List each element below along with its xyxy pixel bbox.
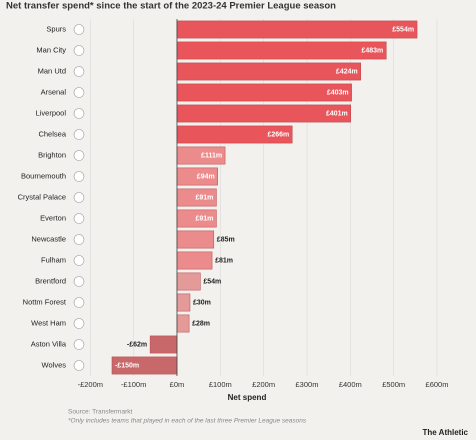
team-label: Man City xyxy=(36,45,66,54)
team-label: Everton xyxy=(40,213,66,222)
team-logo xyxy=(73,234,85,245)
x-tick-label: -£200m xyxy=(78,380,103,389)
x-tick-label: £600m xyxy=(426,380,449,389)
x-axis-label: Net spend xyxy=(228,393,267,402)
team-label: West Ham xyxy=(31,318,66,327)
team-logo xyxy=(73,87,85,98)
team-label: Chelsea xyxy=(38,129,66,138)
bar xyxy=(176,20,418,39)
footnote: *Only includes teams that played in each… xyxy=(68,418,307,425)
team-label: Fulham xyxy=(41,255,66,264)
value-label: £85m xyxy=(217,236,235,243)
bar xyxy=(176,62,361,81)
value-label: £30m xyxy=(193,299,211,306)
team-logo xyxy=(73,276,85,287)
value-label: -£62m xyxy=(127,341,147,348)
brand: The Athletic xyxy=(423,428,469,437)
x-tick-label: £400m xyxy=(339,380,362,389)
team-logo xyxy=(73,45,85,56)
team-logo xyxy=(73,360,85,371)
value-label: £424m xyxy=(336,68,358,75)
bar xyxy=(176,83,352,102)
team-logo xyxy=(73,150,85,161)
team-logo xyxy=(73,66,85,77)
team-label: Newcastle xyxy=(31,234,66,243)
team-logo xyxy=(73,255,85,266)
team-label: Aston Villa xyxy=(31,339,67,348)
value-label: £91m xyxy=(196,215,214,222)
bar xyxy=(176,251,213,270)
team-label: Crystal Palace xyxy=(18,192,66,201)
source: Source: Transfermarkt xyxy=(68,409,132,416)
team-label: Liverpool xyxy=(36,108,67,117)
value-label: £403m xyxy=(327,89,349,96)
team-label: Brighton xyxy=(38,150,66,159)
value-label: £554m xyxy=(392,26,414,33)
team-label: Bournemouth xyxy=(21,171,66,180)
value-label: £91m xyxy=(196,194,214,201)
team-label: Spurs xyxy=(46,24,66,33)
value-label: £54m xyxy=(203,278,221,285)
x-tick-label: £500m xyxy=(382,380,405,389)
bar xyxy=(176,272,201,291)
x-tick-label: £200m xyxy=(252,380,275,389)
team-logo xyxy=(73,24,85,35)
chart-title: Net transfer spend* since the start of t… xyxy=(6,1,336,12)
value-label: £28m xyxy=(192,320,210,327)
team-label: Wolves xyxy=(42,360,67,369)
value-label: £266m xyxy=(267,131,289,138)
value-label: £81m xyxy=(215,257,233,264)
team-logo xyxy=(73,318,85,329)
team-label: Arsenal xyxy=(41,87,67,96)
x-tick-label: -£100m xyxy=(121,380,146,389)
value-label: £483m xyxy=(361,47,383,54)
team-label: Man Utd xyxy=(38,66,66,75)
team-logo xyxy=(73,192,85,203)
bar xyxy=(149,335,178,354)
x-tick-label: £100m xyxy=(209,380,232,389)
team-logo xyxy=(73,171,85,182)
team-logo xyxy=(73,213,85,224)
value-label: £111m xyxy=(201,152,222,159)
x-tick-label: £300m xyxy=(296,380,319,389)
team-logo xyxy=(73,297,85,308)
value-label: £401m xyxy=(326,110,348,117)
team-label: Brentford xyxy=(35,276,66,285)
bar xyxy=(176,230,215,249)
bar xyxy=(176,293,191,312)
x-tick-label: £0m xyxy=(170,380,185,389)
bar xyxy=(176,104,352,123)
team-logo xyxy=(73,129,85,140)
bar xyxy=(176,41,387,60)
team-label: Nottm Forest xyxy=(23,297,67,306)
team-logo xyxy=(73,339,85,350)
team-logo xyxy=(73,108,85,119)
bar xyxy=(176,314,190,333)
value-label: £94m xyxy=(197,173,215,180)
value-label: -£150m xyxy=(115,362,139,369)
